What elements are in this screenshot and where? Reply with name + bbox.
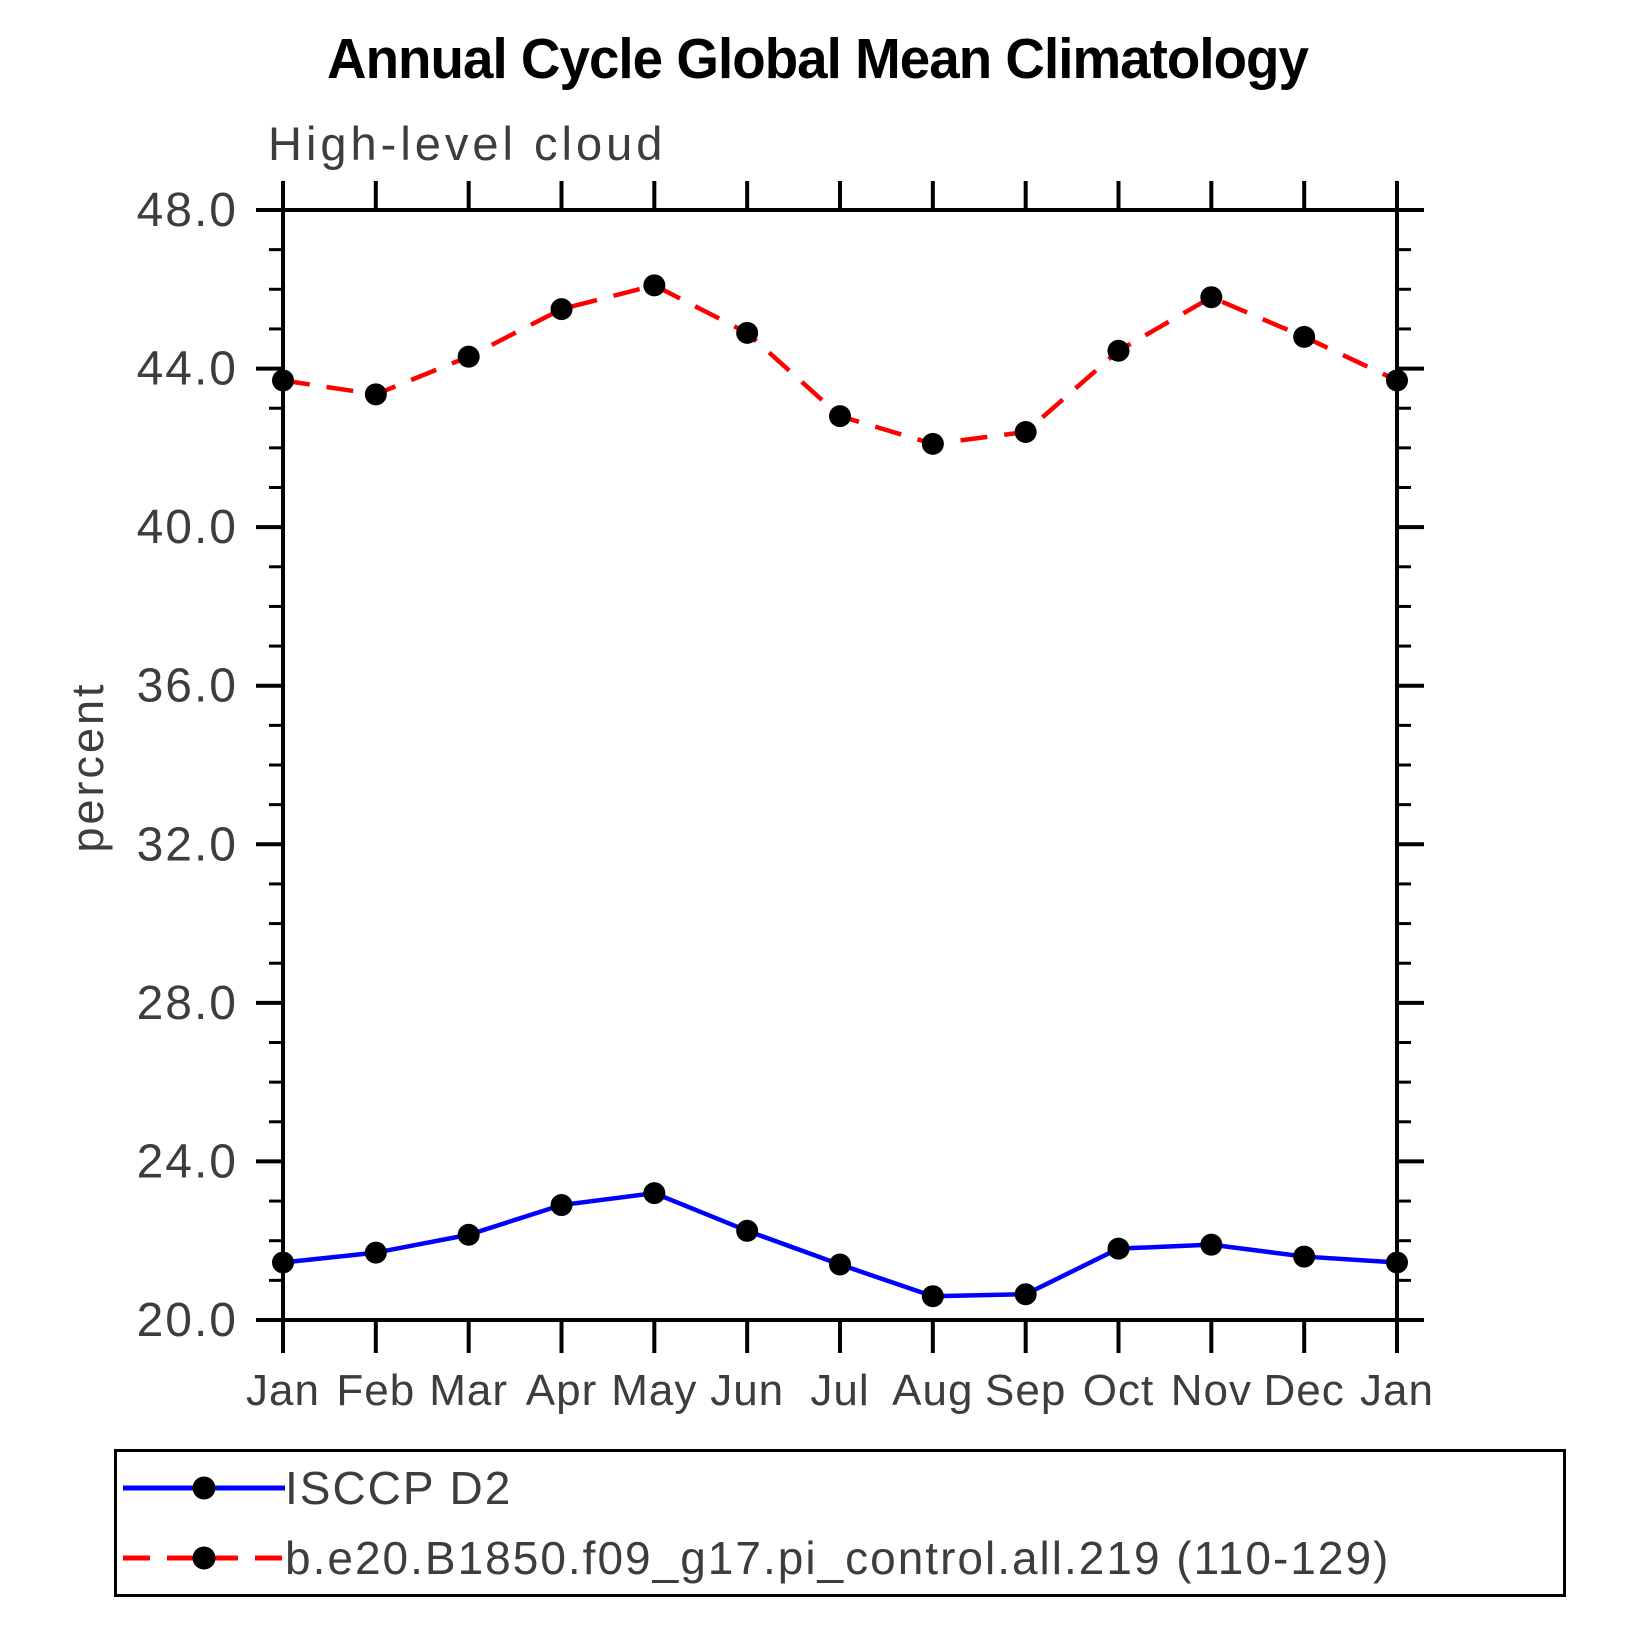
legend-sample-dashed-line [123,1533,285,1583]
chart-title: Annual Cycle Global Mean Climatology [327,27,1309,91]
legend-sample-solid-line [123,1463,285,1513]
data-point-marker [272,369,294,392]
data-point-marker [1293,325,1316,348]
month-label: Dec [1264,1366,1345,1415]
data-point-marker [643,274,666,297]
data-point-marker [1107,339,1130,362]
legend-label-isccp-d2: ISCCP D2 [285,1462,513,1514]
y-tick-label: 24.0 [137,1135,238,1188]
data-point-marker [829,405,851,428]
legend-item-isccp-d2: ISCCP D2 [117,1462,1563,1514]
data-point-marker [1293,1245,1316,1268]
y-tick-label: 48.0 [137,184,238,237]
circle-marker-icon [192,1546,216,1570]
month-label: Sep [985,1366,1066,1415]
y-tick-label: 20.0 [137,1294,238,1347]
data-point-marker [1200,1233,1223,1256]
month-label: Nov [1171,1366,1252,1415]
data-point-marker [457,345,480,368]
month-label: Oct [1083,1366,1154,1415]
legend-item-model-run: b.e20.B1850.f09_g17.pi_control.all.219 (… [117,1532,1563,1584]
chart-subtitle: High-level cloud [268,117,667,170]
y-tick-label: 44.0 [137,343,238,396]
plot-area: 20.0 24.0 28.0 32.0 36.0 40.0 44.0 48.0 Jan Feb Ma… [137,181,1434,1415]
data-point-marker [550,298,573,321]
y-tick-label: 28.0 [137,977,238,1030]
data-point-marker [643,1182,666,1205]
month-label: Jul [810,1366,869,1415]
y-axis-label: percent [62,681,113,853]
data-point-marker [736,321,759,344]
month-label: Mar [429,1366,508,1415]
y-tick-label: 32.0 [137,818,238,871]
data-point-marker [1014,421,1037,443]
data-point-marker [1200,286,1223,309]
month-label: Jan [246,1366,320,1415]
data-point-marker [736,1219,759,1242]
data-point-marker [829,1253,851,1276]
month-label: May [611,1366,697,1415]
data-point-marker [921,432,944,455]
month-label: Apr [526,1366,597,1415]
month-label: Jun [710,1366,784,1415]
circle-marker-icon [192,1476,216,1500]
data-point-marker [272,1251,294,1274]
legend-label-model-run: b.e20.B1850.f09_g17.pi_control.all.219 (… [285,1532,1391,1584]
plot-frame [281,208,1399,1322]
data-point-marker [1386,369,1408,392]
month-label: Jan [1360,1366,1434,1415]
data-point-marker [921,1285,944,1308]
data-point-marker [1107,1237,1130,1260]
data-point-marker [364,383,387,406]
y-tick-label: 40.0 [137,501,238,554]
month-label: Feb [336,1366,415,1415]
month-label: Aug [892,1366,973,1415]
legend-box: ISCCP D2 b.e20.B1850.f09_g17.pi_control.… [114,1449,1566,1597]
data-point-marker [1386,1251,1408,1274]
data-point-marker [364,1241,387,1264]
data-point-marker [550,1194,573,1217]
series-line-0 [282,1190,1398,1299]
data-point-marker [457,1223,480,1246]
y-tick-label: 36.0 [137,660,238,713]
data-point-marker [1014,1283,1037,1306]
